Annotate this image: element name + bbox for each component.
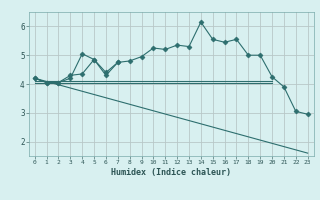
X-axis label: Humidex (Indice chaleur): Humidex (Indice chaleur) [111, 168, 231, 177]
